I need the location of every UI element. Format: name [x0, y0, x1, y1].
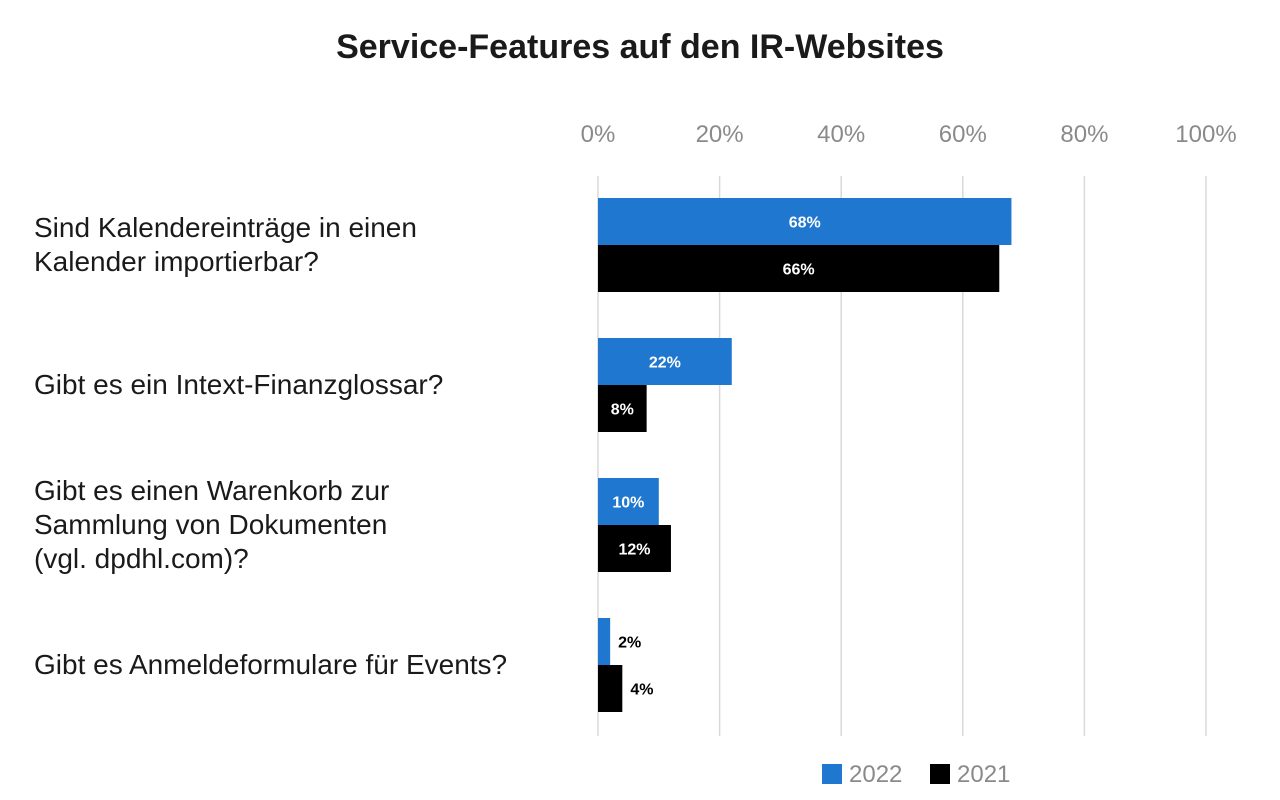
x-tick-label: 100% [1175, 121, 1236, 148]
bars: 68% 66% 22% 8% 10% 12% 2% 4% [598, 198, 1012, 712]
category-label: Sind Kalendereinträge in einen Kalender i… [34, 212, 417, 277]
bar-value-label: 66% [783, 262, 815, 279]
bar-2022 [598, 338, 732, 385]
x-axis-ticks: 0% 20% 40% 60% 80% 100% [581, 121, 1237, 148]
bar-value-label: 68% [789, 215, 821, 232]
bar-2021 [598, 525, 671, 572]
legend-swatch [822, 764, 842, 784]
bar-value-label: 8% [611, 402, 634, 419]
bar-value-label: 2% [618, 635, 641, 652]
x-tick-label: 60% [939, 121, 987, 148]
bar-2021 [598, 665, 623, 712]
bar-2021 [598, 385, 647, 432]
category-label: Gibt es ein Intext-Finanzglossar? [34, 369, 443, 400]
bar-value-label: 4% [630, 682, 653, 699]
bar-value-label: 22% [649, 355, 681, 372]
bar-value-label: 12% [618, 542, 650, 559]
legend-swatch [930, 764, 950, 784]
x-tick-label: 40% [817, 121, 865, 148]
category-label: Gibt es Anmeldeformulare für Events? [34, 649, 507, 680]
category-label: Gibt es einen Warenkorb zur Sammlung von … [34, 475, 389, 574]
legend: 2022 2021 [822, 761, 1010, 788]
bar-value-label: 10% [612, 495, 644, 512]
chart-title: Service-Features auf den IR-Websites [336, 28, 944, 66]
bar-2022 [598, 198, 1012, 245]
x-tick-label: 0% [581, 121, 616, 148]
legend-label: 2022 [849, 761, 902, 788]
bar-2022 [598, 618, 611, 665]
bar-2021 [598, 245, 1000, 292]
category-labels: Sind Kalendereinträge in einen Kalender i… [34, 212, 507, 680]
legend-label: 2021 [957, 761, 1010, 788]
x-tick-label: 80% [1060, 121, 1108, 148]
x-tick-label: 20% [696, 121, 744, 148]
bar-2022 [598, 478, 659, 525]
